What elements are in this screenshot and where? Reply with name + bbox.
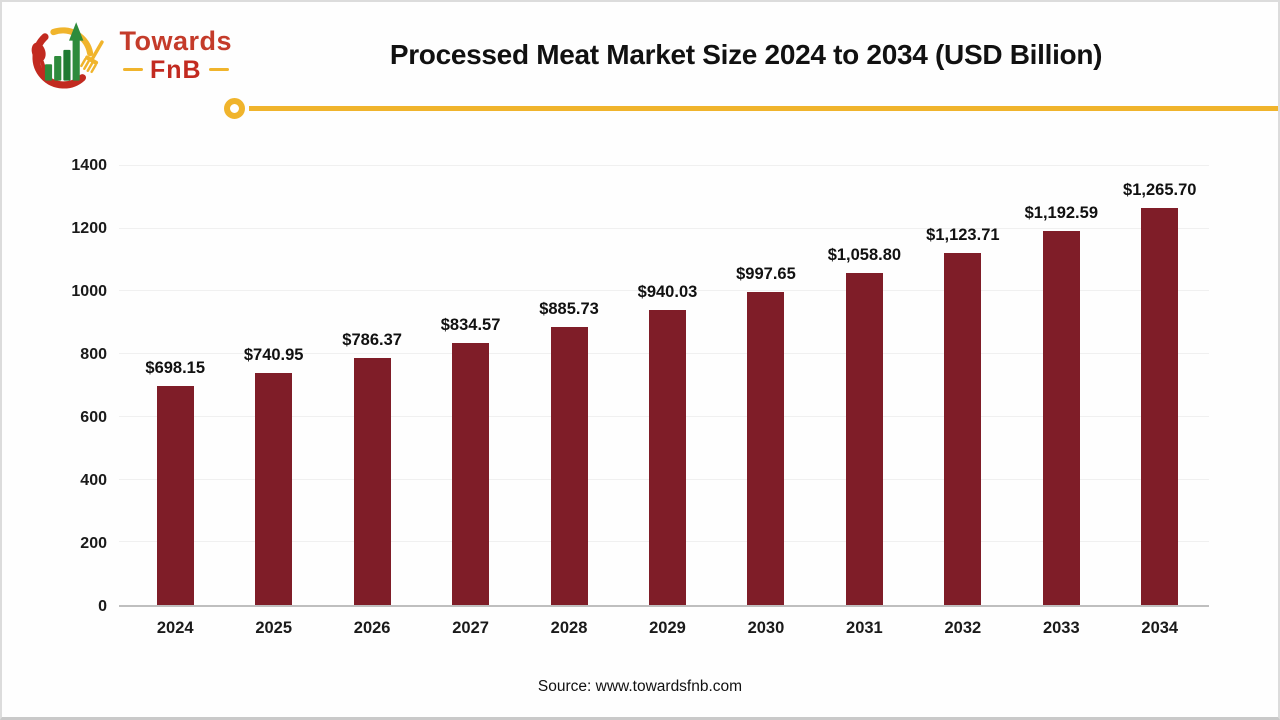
bar-2024 xyxy=(156,386,194,605)
x-tick-label: 2029 xyxy=(649,619,686,637)
brand-name-fnb-row: FnB xyxy=(116,57,236,83)
bar-value-label: $1,192.59 xyxy=(1024,204,1098,223)
plot-area: $698.15 $740.95 $786.37 $834.57 $885.73 $940.… xyxy=(119,165,1209,607)
bar-2026 xyxy=(353,358,391,605)
bar-col-2026: $786.37 xyxy=(323,166,421,605)
bar-value-label: $834.57 xyxy=(440,316,501,335)
bar-value-label: $786.37 xyxy=(342,331,402,350)
bar-col-2033: $1,192.59 xyxy=(1012,166,1110,605)
bar-value-label: $740.95 xyxy=(243,345,304,364)
y-tick-label: 800 xyxy=(80,346,107,363)
x-tick-label: 2032 xyxy=(944,619,982,637)
x-axis: 2024 2025 2026 2027 2028 2029 2030 2031 2032 2033… xyxy=(119,619,1209,638)
growth-bars-icon xyxy=(44,22,84,81)
bar-col-2027: $834.57 xyxy=(421,166,519,605)
bar-col-2031: $1,058.80 xyxy=(815,166,913,605)
bar-2029 xyxy=(648,310,686,605)
x-tick-label: 2034 xyxy=(1141,619,1179,637)
x-tick-label: 2027 xyxy=(452,619,489,637)
bar-col-2034: $1,265.70 xyxy=(1111,166,1209,605)
gridline xyxy=(119,290,1209,292)
brand-dash-left xyxy=(123,68,143,71)
source-note: Source: www.towardsfnb.com xyxy=(537,678,743,695)
x-tick-label: 2024 xyxy=(156,619,194,637)
bar-col-2024: $698.15 xyxy=(126,166,224,605)
y-tick-label: 400 xyxy=(80,472,107,489)
bar-value-label: $885.73 xyxy=(539,300,599,319)
brand-logo: Towards FnB xyxy=(28,12,236,96)
brand-name-fnb: FnB xyxy=(150,55,202,84)
bar-2032 xyxy=(944,252,982,605)
x-tick-label: 2026 xyxy=(353,619,391,637)
chart-title: Processed Meat Market Size 2024 to 2034 … xyxy=(389,39,1103,70)
divider-ring-icon xyxy=(224,98,245,119)
y-tick-label: 600 xyxy=(80,409,107,426)
gridline xyxy=(119,227,1209,229)
bar-col-2030: $997.65 xyxy=(717,166,815,605)
bar-2027 xyxy=(452,343,490,605)
y-tick-label: 1400 xyxy=(71,157,107,174)
bar-col-2032: $1,123.71 xyxy=(914,166,1012,605)
brand-logo-text: Towards FnB xyxy=(116,26,236,83)
bar-value-label: $1,123.71 xyxy=(926,225,1000,244)
bar-2033 xyxy=(1042,231,1080,605)
bar-2031 xyxy=(845,273,883,605)
x-tick-label: 2033 xyxy=(1042,619,1080,637)
y-tick-label: 200 xyxy=(80,535,107,552)
bars-row: $698.15 $740.95 $786.37 $834.57 $885.73 $940.… xyxy=(119,166,1209,605)
y-axis: 0 200 400 600 800 1000 1200 1400 xyxy=(2,158,107,615)
bar-col-2029: $940.03 xyxy=(618,166,716,605)
bar-2034 xyxy=(1141,208,1179,605)
fork-icon xyxy=(80,40,104,74)
x-tick-label: 2031 xyxy=(846,619,883,637)
bar-2030 xyxy=(747,292,785,605)
x-tick-label: 2030 xyxy=(747,619,785,637)
y-tick-label: 1200 xyxy=(71,220,107,237)
y-tick-label: 0 xyxy=(98,598,107,615)
bar-2028 xyxy=(550,327,588,605)
bar-value-label: $1,058.80 xyxy=(827,246,902,264)
bar-value-label: $1,265.70 xyxy=(1123,181,1197,200)
bar-value-label: $940.03 xyxy=(637,283,698,302)
bar-value-label: $997.65 xyxy=(736,265,796,284)
x-tick-label: 2028 xyxy=(550,619,588,637)
brand-name-towards: Towards xyxy=(119,25,233,56)
bar-2025 xyxy=(255,372,293,605)
bar-col-2028: $885.73 xyxy=(520,166,618,605)
x-tick-label: 2025 xyxy=(255,619,293,637)
divider-line xyxy=(249,106,1278,111)
title-divider xyxy=(224,98,1278,119)
bar-value-label: $698.15 xyxy=(145,359,206,378)
gridline xyxy=(119,165,1209,166)
brand-logo-icon xyxy=(31,22,104,89)
brand-dash-right xyxy=(208,68,229,71)
y-tick-label: 1000 xyxy=(71,283,107,300)
bar-col-2025: $740.95 xyxy=(224,166,322,605)
